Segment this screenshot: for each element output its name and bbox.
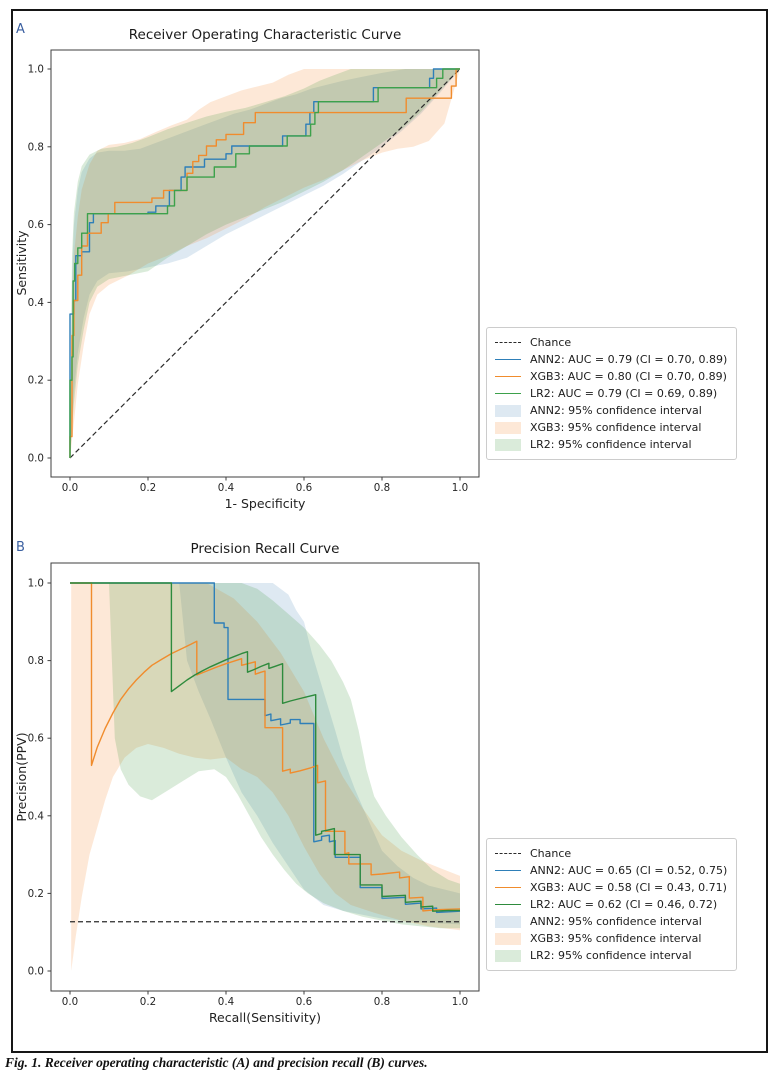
legend-item: LR2: 95% confidence interval xyxy=(495,436,727,453)
roc-ylabel: Sensitivity xyxy=(14,230,29,296)
figure-caption: Fig. 1. Receiver operating characteristi… xyxy=(5,1055,428,1070)
pr-legend: Chance ANN2: AUC = 0.65 (CI = 0.52, 0.75)… xyxy=(486,838,738,971)
y-tick-label: 0.6 xyxy=(28,219,44,231)
legend-item: Chance xyxy=(495,334,727,351)
ci-band-xgb3 xyxy=(70,69,460,458)
curve-lr2 xyxy=(69,68,460,458)
legend-line-swatch xyxy=(495,887,521,888)
y-tick-label: 0.2 xyxy=(28,375,44,387)
x-tick-label: 1.0 xyxy=(452,482,468,494)
x-tick-label: 0.8 xyxy=(374,996,390,1008)
y-tick-label: 0.6 xyxy=(28,733,44,745)
x-tick-label: 0.0 xyxy=(62,996,78,1008)
x-tick-label: 0.0 xyxy=(62,482,78,494)
legend-label: Chance xyxy=(530,847,572,860)
x-tick-label: 1.0 xyxy=(452,996,468,1008)
y-tick-label: 0.4 xyxy=(28,297,44,309)
pr-ylabel: Precision(PPV) xyxy=(14,732,29,822)
y-tick-label: 0.0 xyxy=(28,453,44,465)
y-tick-label: 0.0 xyxy=(28,966,44,978)
legend-item: LR2: AUC = 0.79 (CI = 0.69, 0.89) xyxy=(495,385,727,402)
legend-line-swatch xyxy=(495,376,521,377)
y-tick-label: 0.8 xyxy=(28,141,44,153)
legend-label: ANN2: 95% confidence interval xyxy=(530,404,702,417)
roc-plot: 0.0 0.2 0.4 0.6 0.8 1.0 0.0 0.2 0.4 0.6 0.8 1.0 xyxy=(28,49,480,494)
legend-item: ANN2: AUC = 0.65 (CI = 0.52, 0.75) xyxy=(495,862,727,879)
roc-title: Receiver Operating Characteristic Curve xyxy=(128,27,402,43)
pr-title: Precision Recall Curve xyxy=(190,541,340,557)
x-tick-label: 0.8 xyxy=(374,482,390,494)
legend-label: ANN2: 95% confidence interval xyxy=(530,915,702,928)
y-tick-label: 0.2 xyxy=(28,888,44,900)
chance-line xyxy=(69,68,461,459)
x-tick-label: 0.4 xyxy=(218,482,234,494)
panel-b-label: B xyxy=(16,540,25,555)
legend-item: ANN2: AUC = 0.79 (CI = 0.70, 0.89) xyxy=(495,351,727,368)
legend-item: XGB3: 95% confidence interval xyxy=(495,419,727,436)
legend-patch-swatch xyxy=(495,915,521,928)
legend-item: LR2: 95% confidence interval xyxy=(495,947,727,964)
x-tick-label: 0.6 xyxy=(296,996,312,1008)
x-tick-label: 0.2 xyxy=(140,996,156,1008)
pr-plot: 0.0 0.2 0.4 0.6 0.8 1.0 0.0 0.2 0.4 0.6 0.8 1.0 xyxy=(28,562,480,1008)
legend-item: LR2: AUC = 0.62 (CI = 0.46, 0.72) xyxy=(495,896,727,913)
legend-label: XGB3: 95% confidence interval xyxy=(530,421,702,434)
legend-line-swatch xyxy=(495,359,521,360)
axes-box xyxy=(50,562,480,992)
legend-item: XGB3: 95% confidence interval xyxy=(495,930,727,947)
ci-band-lr2 xyxy=(70,69,460,458)
axes-box xyxy=(50,49,480,478)
legend-label: LR2: 95% confidence interval xyxy=(530,949,692,962)
y-tick-label: 1.0 xyxy=(28,578,44,590)
figure-border xyxy=(11,9,768,1053)
legend-patch-swatch xyxy=(495,421,521,434)
legend-item: Chance xyxy=(495,845,727,862)
roc-legend: Chance ANN2: AUC = 0.79 (CI = 0.70, 0.89)… xyxy=(486,327,738,460)
legend-item: ANN2: 95% confidence interval xyxy=(495,913,727,930)
legend-label: LR2: AUC = 0.62 (CI = 0.46, 0.72) xyxy=(530,898,718,911)
y-tick-label: 0.8 xyxy=(28,655,44,667)
legend-dashed-line-swatch xyxy=(495,342,521,343)
legend-label: Chance xyxy=(530,336,572,349)
legend-item: ANN2: 95% confidence interval xyxy=(495,402,727,419)
legend-dashed-line-swatch xyxy=(495,853,521,854)
curve-lr2 xyxy=(70,582,460,912)
legend-item: XGB3: AUC = 0.80 (CI = 0.70, 0.89) xyxy=(495,368,727,385)
ci-band-ann2 xyxy=(179,583,460,925)
legend-item: XGB3: AUC = 0.58 (CI = 0.43, 0.71) xyxy=(495,879,727,896)
legend-label: ANN2: AUC = 0.65 (CI = 0.52, 0.75) xyxy=(530,864,728,877)
legend-label: XGB3: 95% confidence interval xyxy=(530,932,702,945)
ci-band-ann2 xyxy=(70,69,460,458)
legend-label: XGB3: AUC = 0.80 (CI = 0.70, 0.89) xyxy=(530,370,727,383)
legend-patch-swatch xyxy=(495,949,521,962)
panel-a-label: A xyxy=(16,22,25,37)
y-tick-label: 0.4 xyxy=(28,810,44,822)
x-tick-label: 0.6 xyxy=(296,482,312,494)
curve-xgb3 xyxy=(70,582,461,912)
legend-line-swatch xyxy=(495,904,521,905)
roc-xlabel: 1- Specificity xyxy=(224,496,306,511)
x-tick-label: 0.2 xyxy=(140,482,156,494)
legend-label: ANN2: AUC = 0.79 (CI = 0.70, 0.89) xyxy=(530,353,728,366)
legend-line-swatch xyxy=(495,393,521,394)
legend-label: XGB3: AUC = 0.58 (CI = 0.43, 0.71) xyxy=(530,881,727,894)
legend-patch-swatch xyxy=(495,932,521,945)
legend-label: LR2: 95% confidence interval xyxy=(530,438,692,451)
pr-xlabel: Recall(Sensitivity) xyxy=(208,1010,322,1025)
legend-patch-swatch xyxy=(495,404,521,417)
legend-patch-swatch xyxy=(495,438,521,451)
ci-band-xgb3 xyxy=(71,583,460,971)
x-tick-label: 0.4 xyxy=(218,996,234,1008)
y-tick-label: 1.0 xyxy=(28,64,44,76)
legend-line-swatch xyxy=(495,870,521,871)
legend-label: LR2: AUC = 0.79 (CI = 0.69, 0.89) xyxy=(530,387,718,400)
